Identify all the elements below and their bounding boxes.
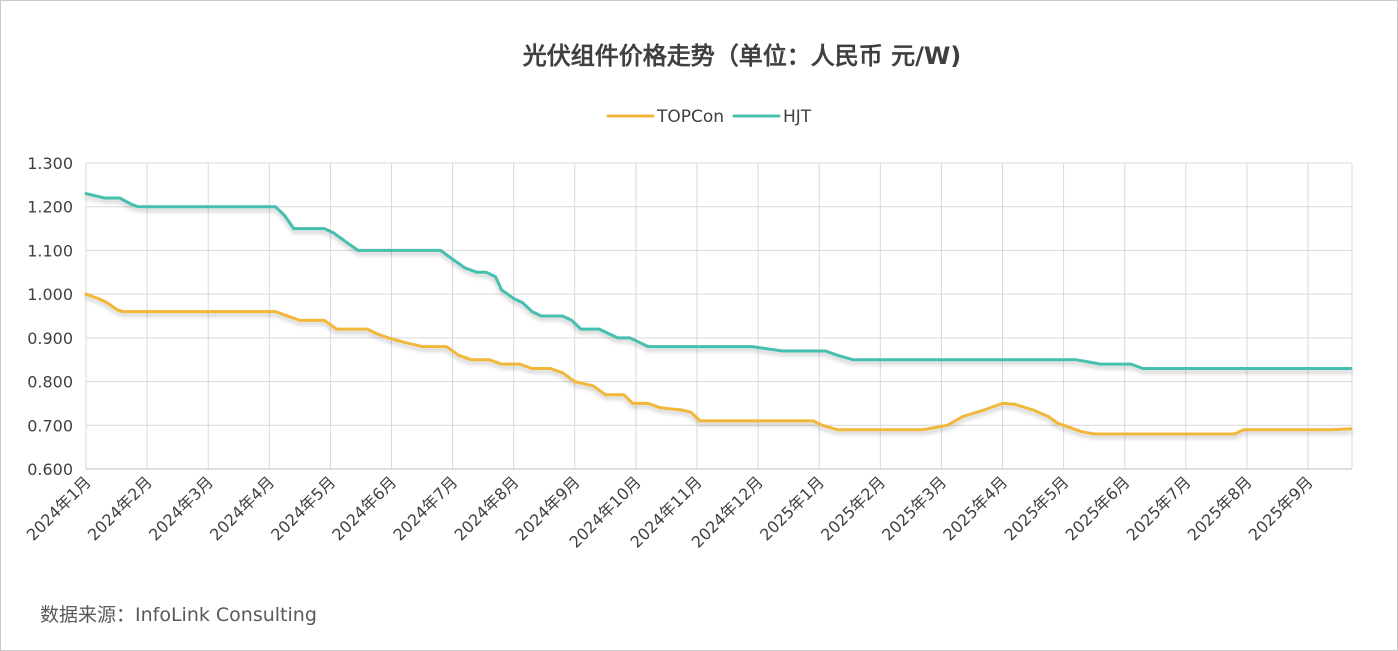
x-tick-label: 2024年2月 [84, 472, 156, 544]
x-tick-label: 2025年6月 [1061, 472, 1133, 544]
x-tick-label: 2024年6月 [328, 472, 400, 544]
y-tick-label: 1.000 [27, 285, 73, 304]
y-tick-label: 1.300 [27, 154, 73, 173]
y-tick-label: 0.600 [27, 460, 73, 479]
y-tick-label: 1.100 [27, 241, 73, 260]
series-line-hjt [84, 192, 1353, 370]
x-tick-label: 2024年3月 [145, 472, 217, 544]
x-tick-label: 2024年5月 [267, 472, 339, 544]
x-tick-label: 2024年4月 [206, 472, 278, 544]
x-tick-label: 2025年5月 [1000, 472, 1072, 544]
x-tick-label: 2025年9月 [1245, 472, 1317, 544]
chart-title: 光伏组件价格走势（单位：人民币 元/W) [522, 42, 962, 70]
y-axis: 1.300 1.200 1.100 1.000 0.900 0.800 0.700 0.600 [27, 154, 73, 479]
legend: TOPCon HJT [606, 107, 812, 127]
y-tick-label: 0.700 [27, 416, 73, 435]
y-tick-label: 0.800 [27, 373, 73, 392]
x-tick-label: 2024年1月 [23, 472, 95, 544]
x-tick-label: 2025年1月 [756, 472, 828, 544]
legend-label-topcon: TOPCon [656, 107, 724, 127]
data-source-note: 数据来源：InfoLink Consulting [40, 604, 317, 626]
x-tick-label: 2025年3月 [878, 472, 950, 544]
series-lines [84, 192, 1353, 436]
x-tick-label: 2025年7月 [1123, 472, 1195, 544]
x-axis: 2024年1月2024年2月2024年3月2024年4月2024年5月2024年… [23, 468, 1352, 552]
legend-label-hjt: HJT [783, 107, 812, 127]
x-tick-label: 2024年8月 [450, 472, 522, 544]
x-tick-label: 2025年2月 [817, 472, 889, 544]
x-tick-label: 2025年8月 [1184, 472, 1256, 544]
y-tick-label: 0.900 [27, 329, 73, 348]
y-tick-label: 1.200 [27, 198, 73, 217]
series-line-topcon [84, 292, 1353, 436]
x-tick-label: 2024年7月 [389, 472, 461, 544]
x-tick-label: 2025年4月 [939, 472, 1011, 544]
